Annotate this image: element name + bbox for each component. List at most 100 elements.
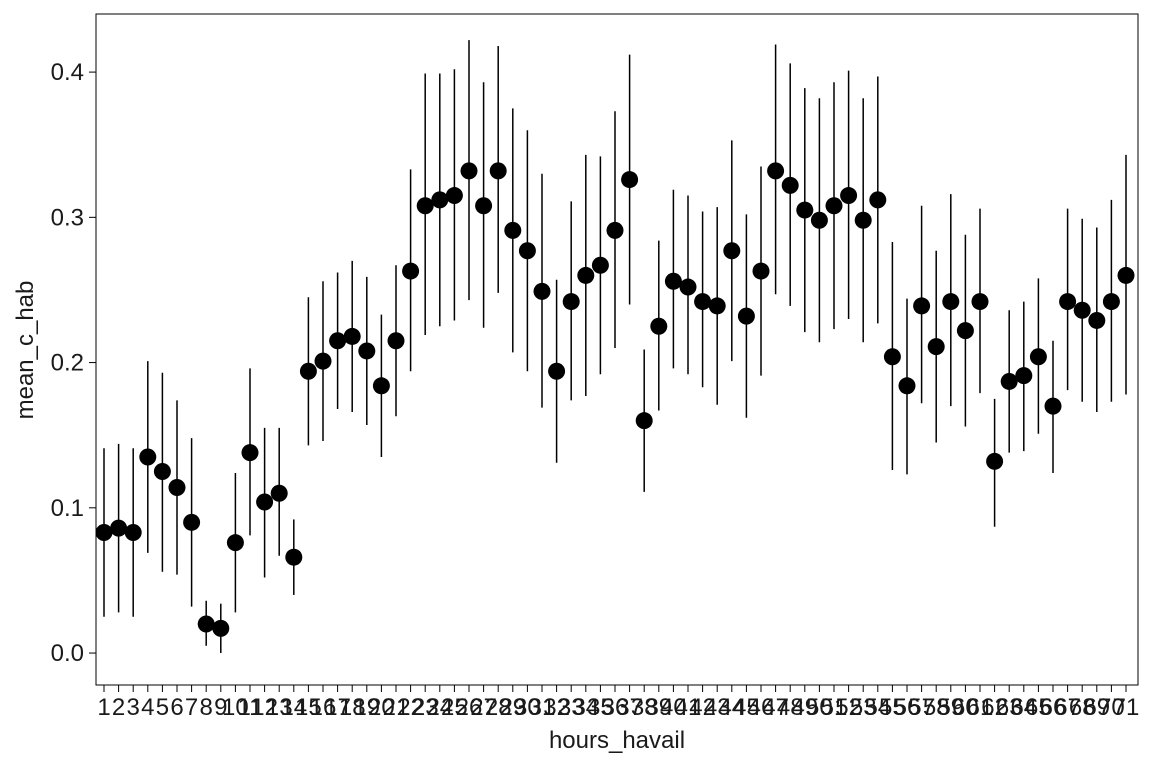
data-point xyxy=(460,162,478,180)
data-point xyxy=(796,201,814,219)
data-point xyxy=(942,293,960,311)
x-tick-label: 65 xyxy=(1025,694,1052,721)
x-tick-label: 56 xyxy=(894,694,921,721)
data-point xyxy=(1088,311,1106,329)
data-point xyxy=(621,171,639,189)
data-point xyxy=(635,412,653,430)
x-tick-label: 30 xyxy=(514,694,541,721)
data-point xyxy=(475,197,493,215)
data-point xyxy=(416,197,434,215)
x-tick-label: 44 xyxy=(718,694,745,721)
x-tick-label: 39 xyxy=(645,694,672,721)
x-tick-label: 19 xyxy=(353,694,380,721)
x-tick-label: 45 xyxy=(733,694,760,721)
x-tick-label: 68 xyxy=(1069,694,1096,721)
data-point xyxy=(869,191,887,209)
x-tick-label: 53 xyxy=(850,694,877,721)
x-tick-label: 37 xyxy=(616,694,643,721)
data-point xyxy=(285,548,303,566)
x-tick-label: 13 xyxy=(266,694,293,721)
data-point xyxy=(986,452,1004,470)
data-point xyxy=(197,615,215,633)
x-tick-label: 35 xyxy=(587,694,614,721)
x-axis: 1 2 3 4 5 6 7 8 91011121314151617181920212223242… xyxy=(97,685,1139,721)
x-tick-label: 41 xyxy=(675,694,702,721)
x-tick-label: 2 xyxy=(112,694,125,721)
data-point xyxy=(1117,266,1135,284)
x-tick-label: 61 xyxy=(967,694,994,721)
data-point xyxy=(679,278,697,296)
x-tick-label: 27 xyxy=(470,694,497,721)
data-point xyxy=(694,293,712,311)
x-tick-label: 17 xyxy=(324,694,351,721)
x-tick-label: 24 xyxy=(426,694,453,721)
x-tick-label: 5 xyxy=(156,694,169,721)
data-point xyxy=(489,162,507,180)
data-point xyxy=(343,327,361,345)
x-tick-label: 4 xyxy=(141,694,154,721)
x-tick-label: 7 xyxy=(185,694,198,721)
x-tick-label: 25 xyxy=(441,694,468,721)
y-tick-label: 0.3 xyxy=(51,204,84,231)
x-tick-label: 33 xyxy=(558,694,585,721)
x-tick-label: 1 xyxy=(97,694,110,721)
x-tick-label: 48 xyxy=(777,694,804,721)
data-point xyxy=(124,524,142,541)
x-tick-label: 31 xyxy=(529,694,556,721)
x-tick-label: 29 xyxy=(499,694,526,721)
data-point xyxy=(212,619,230,637)
data-point xyxy=(971,293,989,311)
data-point xyxy=(431,191,449,209)
data-points xyxy=(95,162,1135,637)
data-point xyxy=(270,484,288,502)
data-point xyxy=(241,444,259,462)
x-tick-label: 59 xyxy=(937,694,964,721)
data-point xyxy=(548,362,566,380)
data-point xyxy=(299,362,317,380)
x-tick-label: 50 xyxy=(806,694,833,721)
data-point xyxy=(387,332,405,350)
data-point xyxy=(402,262,420,280)
x-tick-label: 71 xyxy=(1113,694,1140,721)
data-point xyxy=(110,519,128,537)
x-tick-label: 9 xyxy=(214,694,227,721)
data-point xyxy=(825,197,843,215)
x-tick-label: 58 xyxy=(923,694,950,721)
data-point xyxy=(810,211,828,229)
y-tick-label: 0.0 xyxy=(51,640,84,667)
x-tick-label: 32 xyxy=(543,694,570,721)
x-tick-label: 12 xyxy=(251,694,278,721)
x-tick-label: 57 xyxy=(908,694,935,721)
x-tick-label: 52 xyxy=(835,694,862,721)
x-tick-label: 23 xyxy=(412,694,439,721)
data-point xyxy=(650,317,668,335)
data-point xyxy=(329,332,347,350)
x-tick-label: 64 xyxy=(1010,694,1037,721)
x-tick-label: 49 xyxy=(791,694,818,721)
data-point xyxy=(95,524,113,541)
data-point xyxy=(1044,397,1062,415)
data-point xyxy=(840,187,858,205)
data-point xyxy=(767,162,785,180)
data-point xyxy=(591,256,609,274)
y-axis-label: mean_c_hab xyxy=(12,281,39,420)
x-tick-label: 34 xyxy=(572,694,599,721)
data-point xyxy=(139,448,157,466)
data-point xyxy=(256,493,274,511)
x-tick-label: 11 xyxy=(238,694,263,721)
data-point xyxy=(226,534,244,552)
data-point xyxy=(577,266,595,284)
x-tick-label: 8 xyxy=(200,694,213,721)
x-tick-label: 67 xyxy=(1054,694,1081,721)
x-tick-label: 55 xyxy=(879,694,906,721)
data-point xyxy=(854,211,872,229)
x-tick-label: 18 xyxy=(339,694,366,721)
data-point xyxy=(606,221,624,239)
x-tick-label: 21 xyxy=(383,694,410,721)
data-point xyxy=(723,242,741,260)
x-tick-label: 51 xyxy=(821,694,848,721)
x-tick-label: 15 xyxy=(295,694,322,721)
y-tick-label: 0.2 xyxy=(51,350,84,377)
plot-panel xyxy=(95,13,1139,686)
x-tick-label: 26 xyxy=(456,694,483,721)
